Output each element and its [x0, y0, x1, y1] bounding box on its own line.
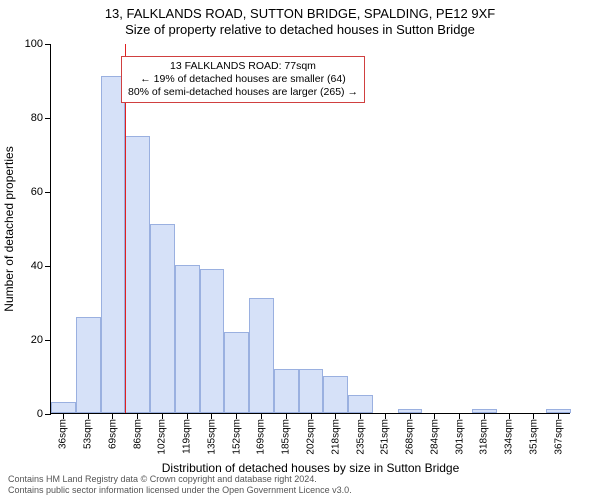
footer-line-2: Contains public sector information licen…	[8, 485, 352, 496]
bar	[224, 332, 249, 413]
bar	[299, 369, 324, 413]
y-tick-label: 0	[37, 408, 43, 420]
x-tick-label: 301sqm	[454, 419, 465, 455]
x-tick-label: 202sqm	[306, 419, 317, 455]
x-tick-label: 251sqm	[380, 419, 391, 455]
title-block: 13, FALKLANDS ROAD, SUTTON BRIDGE, SPALD…	[0, 0, 600, 37]
bar	[323, 376, 348, 413]
callout-line-2: ← 19% of detached houses are smaller (64…	[128, 73, 358, 86]
x-tick-label: 36sqm	[58, 419, 69, 449]
x-tick-label: 69sqm	[107, 419, 118, 449]
bar	[175, 265, 200, 413]
x-tick-label: 86sqm	[132, 419, 143, 449]
x-tick-label: 284sqm	[429, 419, 440, 455]
bar	[249, 298, 274, 413]
y-tick	[45, 414, 51, 415]
x-tick-label: 351sqm	[528, 419, 539, 455]
x-tick-label: 119sqm	[182, 419, 193, 454]
x-tick-label: 185sqm	[281, 419, 292, 455]
x-tick-label: 169sqm	[256, 419, 267, 455]
bar	[76, 317, 101, 413]
bar	[51, 402, 76, 413]
bar	[125, 136, 150, 414]
title-sub: Size of property relative to detached ho…	[0, 22, 600, 37]
x-tick-label: 152sqm	[231, 419, 242, 455]
y-tick-label: 100	[25, 38, 43, 50]
bar	[348, 395, 373, 414]
x-tick-label: 268sqm	[405, 419, 416, 455]
bar	[200, 269, 225, 413]
plot-area: Number of detached properties 0204060801…	[50, 44, 570, 414]
x-tick-label: 235sqm	[355, 419, 366, 455]
x-tick-label: 135sqm	[206, 419, 217, 455]
x-tick-label: 218sqm	[330, 419, 341, 455]
y-tick-label: 40	[31, 260, 43, 272]
x-tick-label: 53sqm	[83, 419, 94, 449]
callout-line-3: 80% of semi-detached houses are larger (…	[128, 86, 358, 99]
bar	[101, 76, 126, 413]
bar	[150, 224, 175, 413]
chart-area: Number of detached properties 0204060801…	[50, 44, 570, 414]
title-main: 13, FALKLANDS ROAD, SUTTON BRIDGE, SPALD…	[0, 6, 600, 21]
bar	[274, 369, 299, 413]
x-tick-label: 367sqm	[553, 419, 564, 455]
y-tick-label: 60	[31, 186, 43, 198]
y-tick-label: 80	[31, 112, 43, 124]
callout-box: 13 FALKLANDS ROAD: 77sqm ← 19% of detach…	[121, 56, 365, 103]
y-tick-label: 20	[31, 334, 43, 346]
x-axis-label: Distribution of detached houses by size …	[162, 461, 460, 475]
y-axis-label: Number of detached properties	[2, 146, 16, 311]
x-tick-label: 334sqm	[504, 419, 515, 455]
callout-line-1: 13 FALKLANDS ROAD: 77sqm	[128, 60, 358, 73]
x-tick-label: 102sqm	[157, 419, 168, 455]
footer: Contains HM Land Registry data © Crown c…	[8, 474, 352, 496]
footer-line-1: Contains HM Land Registry data © Crown c…	[8, 474, 352, 485]
x-tick-label: 318sqm	[479, 419, 490, 455]
